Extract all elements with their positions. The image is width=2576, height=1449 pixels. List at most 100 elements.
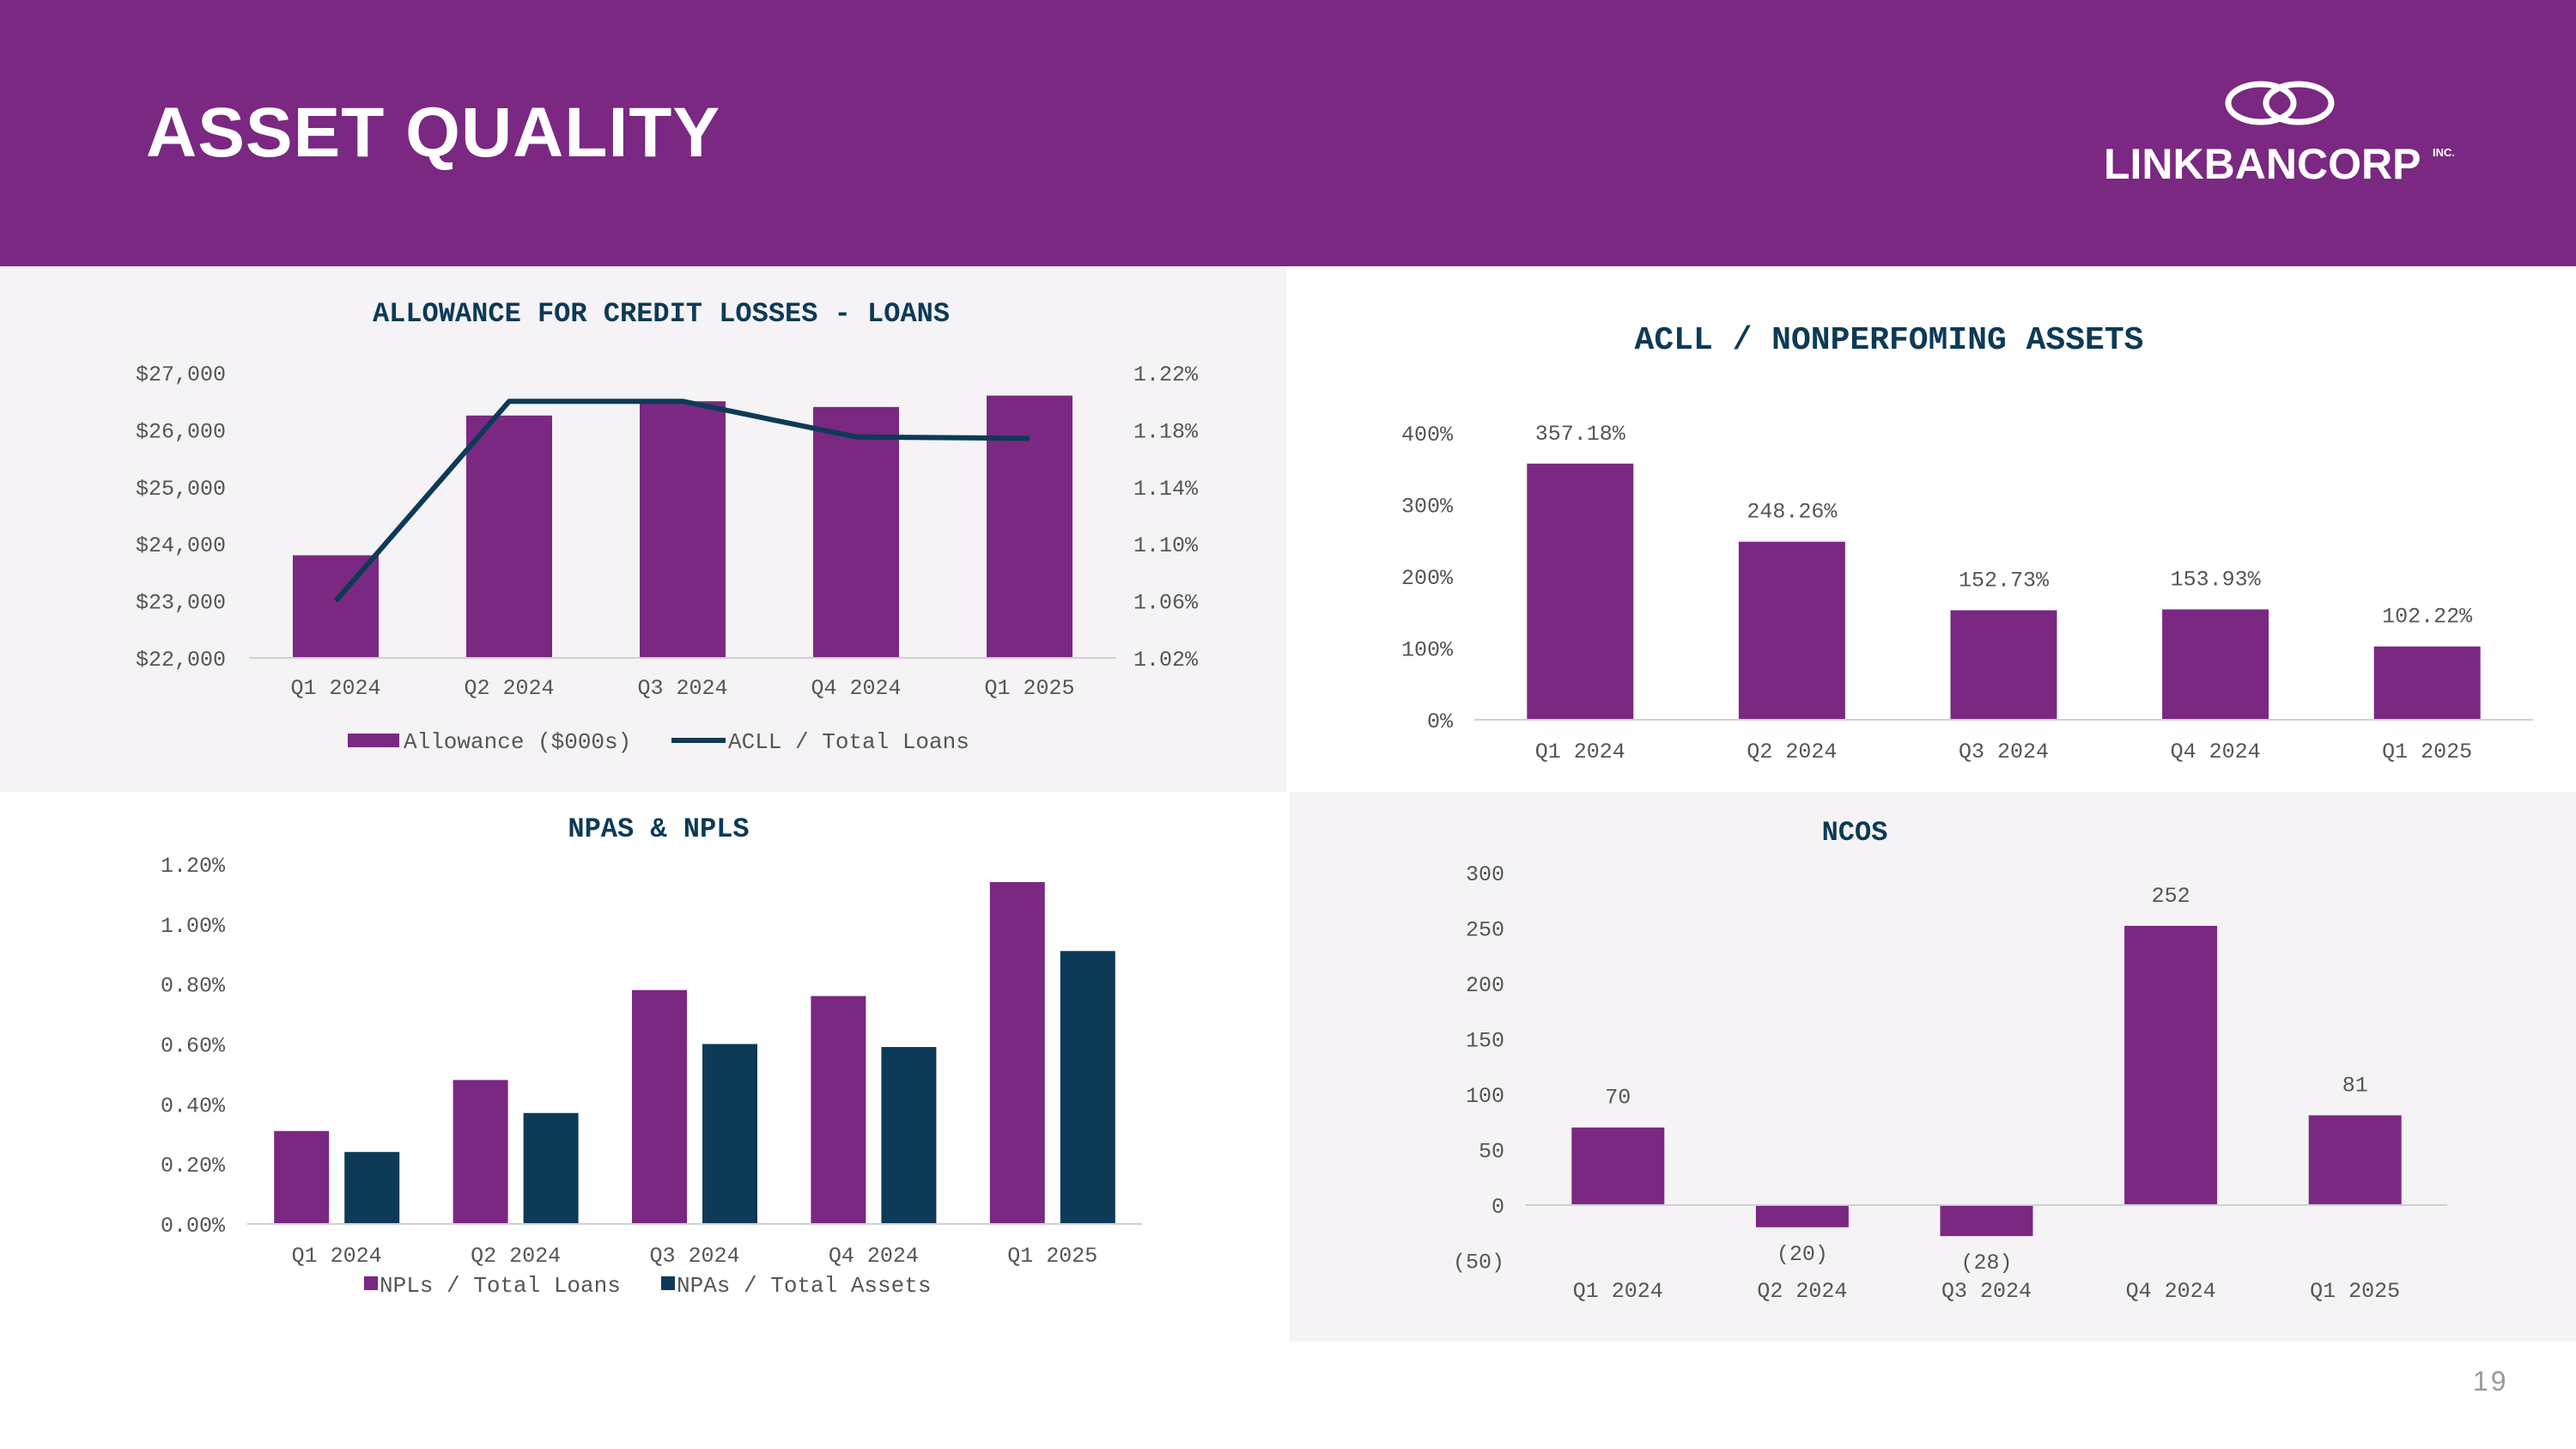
panel-acll-npa-chart: ACLL / NONPERFOMING ASSETS 0% 100% 200% 300%…: [1290, 266, 2576, 792]
chart-title: NCOS: [1822, 817, 1888, 849]
ratio-bar: [2373, 646, 2481, 720]
y-right-tick-label: 1.10%: [1133, 533, 1199, 558]
x-tick-label: Q3 2024: [649, 1244, 739, 1269]
x-tick-label: Q1 2024: [1535, 740, 1625, 764]
y-tick-label: 0.00%: [161, 1214, 226, 1239]
x-tick-label: Q1 2025: [984, 676, 1074, 701]
y-tick-label: 1.00%: [161, 914, 226, 939]
npl-bar: [453, 1080, 508, 1224]
legend-label-acll: ACLL / Total Loans: [728, 729, 969, 755]
x-tick-label: Q1 2025: [2382, 740, 2472, 764]
y-right-tick-label: 1.02%: [1133, 648, 1199, 673]
y-tick-label: 0.40%: [161, 1093, 226, 1118]
y-left-tick-label: $23,000: [136, 591, 226, 616]
y-left-tick-label: $24,000: [136, 533, 226, 558]
npa-bar: [702, 1044, 757, 1224]
data-label: (20): [1777, 1242, 1828, 1267]
page-number: 19: [2473, 1366, 2509, 1397]
legend-swatch-npa: [661, 1276, 675, 1290]
y-tick-label: 200: [1466, 973, 1504, 998]
data-label: 153.93%: [2171, 567, 2262, 592]
allowance-bar: [987, 395, 1072, 658]
acll-npa-chart: ACLL / NONPERFOMING ASSETS 0% 100% 200% 300%…: [1401, 322, 2533, 764]
x-tick-label: Q1 2025: [2310, 1279, 2400, 1304]
nco-bar: [1755, 1205, 1849, 1227]
nco-bar: [2124, 925, 2218, 1205]
y-right-tick-label: 1.06%: [1133, 591, 1199, 616]
nco-bar: [1940, 1205, 2033, 1237]
data-label: 252: [2152, 884, 2190, 909]
x-tick-label: Q4 2024: [2126, 1279, 2216, 1304]
x-tick-label: Q4 2024: [811, 676, 901, 701]
npl-bar: [274, 1130, 330, 1224]
y-tick-label: 100%: [1401, 638, 1454, 663]
y-tick-label: 0: [1492, 1195, 1504, 1220]
y-left-tick-label: $22,000: [136, 648, 226, 673]
ratio-bar: [1738, 541, 1845, 720]
y-right-tick-label: 1.18%: [1133, 419, 1199, 444]
y-left-tick-label: $25,000: [136, 477, 226, 502]
y-tick-label: 0.80%: [161, 974, 226, 999]
y-tick-label: 200%: [1401, 566, 1454, 591]
y-left-tick-label: $27,000: [136, 362, 226, 387]
legend-label-npl: NPLs / Total Loans: [380, 1273, 621, 1299]
y-tick-label: (50): [1453, 1251, 1504, 1275]
npas-npls-chart: NPAS & NPLS 0.00% 0.20% 0.40% 0.60% 0.80% 1.00…: [161, 813, 1142, 1299]
npa-bar: [344, 1152, 400, 1224]
nco-bar: [1571, 1127, 1665, 1205]
ratio-bar: [1950, 610, 2057, 720]
y-tick-label: 1.20%: [161, 854, 226, 879]
logo-wordmark: LINKBANCORP: [2104, 140, 2421, 188]
acll-total-loans-line: [333, 399, 1030, 603]
legend-label-allowance: Allowance ($000s): [404, 729, 631, 755]
y-tick-label: 250: [1466, 918, 1504, 943]
data-label: 248.26%: [1747, 500, 1838, 525]
npa-bar: [523, 1112, 579, 1224]
logo-rings-icon: [2225, 81, 2335, 125]
nco-bar: [2308, 1115, 2402, 1205]
ratio-bar: [1527, 463, 1634, 720]
y-tick-label: 0.20%: [161, 1154, 226, 1178]
panel-npas-npls-chart: NPAS & NPLS 0.00% 0.20% 0.40% 0.60% 0.80% 1.00…: [0, 792, 1286, 1342]
x-tick-label: Q1 2024: [290, 676, 380, 701]
npl-bar: [989, 881, 1045, 1224]
ratio-bar: [2162, 609, 2269, 720]
x-tick-label: Q2 2024: [464, 676, 554, 701]
y-tick-label: 50: [1479, 1140, 1504, 1165]
y-tick-label: 0.60%: [161, 1034, 226, 1059]
linkbancorp-logo: LINKBANCORP INC.: [2104, 77, 2464, 198]
data-label: 152.73%: [1959, 568, 2050, 593]
allowance-chart: ALLOWANCE FOR CREDIT LOSSES - LOANS $22,0…: [136, 298, 1199, 755]
x-tick-label: Q4 2024: [2171, 740, 2261, 764]
panel-allowance-chart: ALLOWANCE FOR CREDIT LOSSES - LOANS $22,0…: [0, 266, 1286, 792]
chart-title: NPAS & NPLS: [568, 813, 749, 845]
data-label: 102.22%: [2382, 605, 2473, 630]
allowance-bar: [640, 401, 726, 658]
data-label: 357.18%: [1535, 422, 1626, 447]
header-banner: ASSET QUALITY LINKBANCORP INC.: [0, 0, 2576, 266]
y-tick-label: 400%: [1401, 423, 1454, 447]
npa-bar: [1060, 951, 1115, 1224]
y-tick-label: 300%: [1401, 495, 1454, 520]
x-tick-label: Q2 2024: [1747, 740, 1837, 764]
npl-bar: [811, 995, 866, 1224]
allowance-bar: [813, 406, 899, 658]
y-right-tick-label: 1.14%: [1133, 477, 1199, 502]
y-right-tick-label: 1.22%: [1133, 362, 1199, 387]
ncos-chart: NCOS (50) 0 50 100 150 200 250 300 70 Q1 2024 (20) Q…: [1453, 817, 2447, 1304]
x-tick-label: Q1 2024: [1573, 1279, 1663, 1304]
logo-inc: INC.: [2433, 146, 2455, 159]
npl-bar: [632, 989, 687, 1224]
page-title: ASSET QUALITY: [146, 94, 721, 172]
legend-swatch-npl: [364, 1276, 378, 1290]
x-tick-label: Q3 2024: [1959, 740, 2049, 764]
y-tick-label: 100: [1466, 1084, 1504, 1109]
y-tick-label: 300: [1466, 862, 1504, 887]
chart-title: ACLL / NONPERFOMING ASSETS: [1635, 322, 2144, 359]
allowance-bar: [293, 555, 379, 658]
y-left-tick-label: $26,000: [136, 419, 226, 444]
x-tick-label: Q3 2024: [637, 676, 727, 701]
npa-bar: [881, 1046, 937, 1224]
data-label: 81: [2342, 1074, 2368, 1099]
legend-label-npa: NPAs / Total Assets: [677, 1273, 931, 1299]
